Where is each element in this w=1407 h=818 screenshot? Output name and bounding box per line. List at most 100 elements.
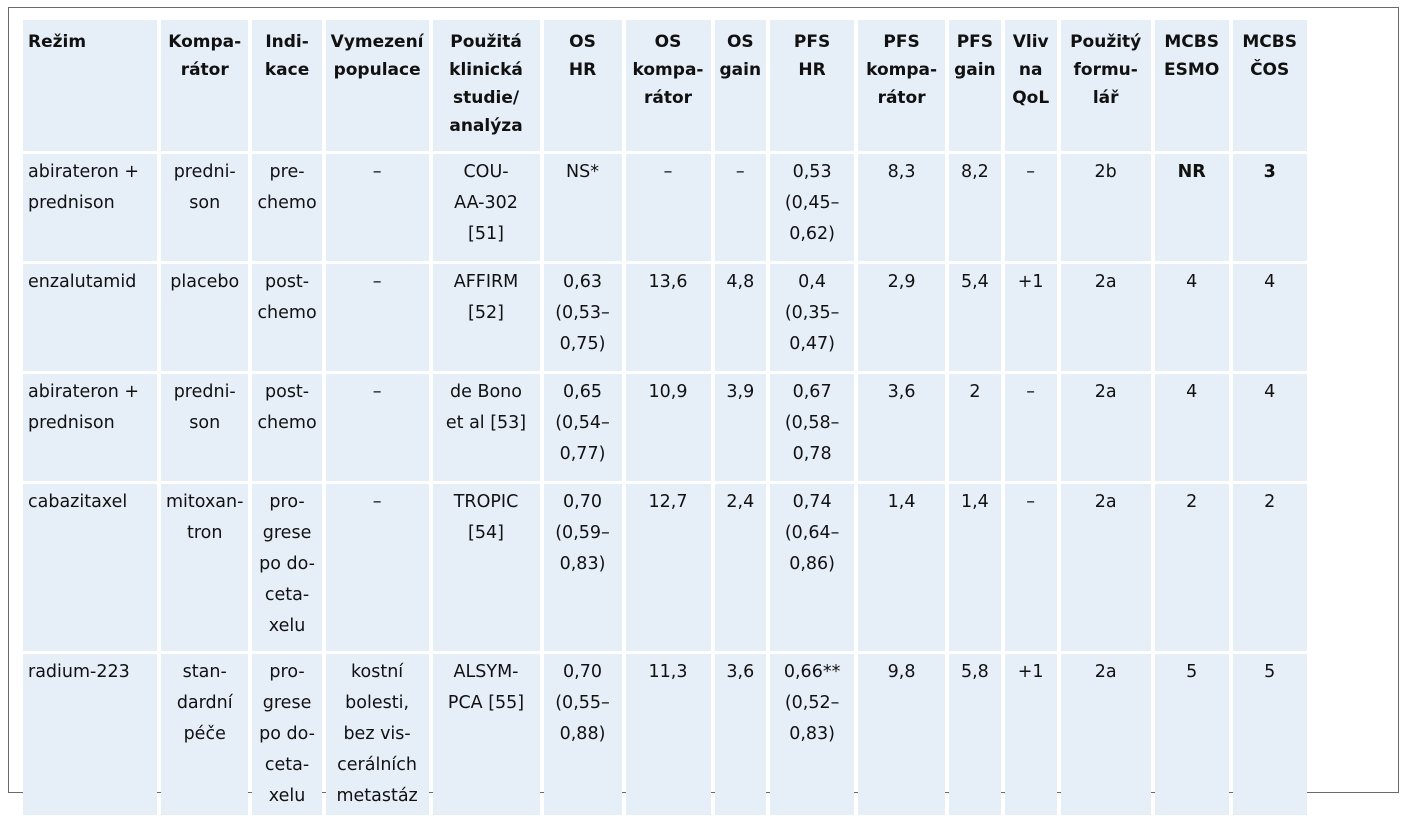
cell-line: –	[1026, 492, 1036, 512]
cell-line: –	[663, 162, 673, 182]
cell-line: xelu	[268, 616, 306, 636]
cell-line: –	[372, 492, 382, 512]
table-cell: 1,4	[858, 484, 946, 651]
cell-line: gain	[954, 60, 996, 80]
table-cell: post-chemo	[252, 374, 322, 481]
cell-line: –	[372, 272, 382, 292]
table-cell: 0,74 (0,64– 0,86)	[770, 484, 855, 651]
cell-line: 5	[1186, 662, 1198, 682]
cell-line: ESMO	[1164, 60, 1220, 80]
cell-line: PFS	[956, 32, 994, 52]
cell-line: MCBS	[1164, 32, 1219, 52]
cell-line: 3	[1263, 162, 1276, 182]
table-cell: 13,6	[625, 264, 711, 371]
table-cell: placebo	[161, 264, 249, 371]
cell-line: NR	[1177, 162, 1206, 182]
cell-line: (0,45–	[784, 193, 840, 213]
cell-line: bolesti,	[345, 693, 410, 713]
cell-line: OS	[569, 32, 596, 52]
cell-line: PCA [55]	[447, 693, 525, 713]
cell-line: TROPIC	[453, 492, 519, 512]
table-cell: 1,4	[949, 484, 1001, 651]
cell-line: 2	[1186, 492, 1198, 512]
table-cell: mitoxan-tron	[161, 484, 249, 651]
table-cell: predni-son	[161, 154, 249, 261]
cell-line: enzalutamid	[28, 272, 137, 292]
table-cell: 10,9	[625, 374, 711, 481]
cell-line: rátor	[643, 88, 693, 108]
table-cell: 0,70 (0,59– 0,83)	[543, 484, 622, 651]
cell-line: 8,3	[887, 162, 916, 182]
cell-line: +1	[1017, 662, 1044, 682]
column-header: Režim	[23, 20, 157, 151]
table-cell: cabazitaxel	[23, 484, 157, 651]
table-cell: 5,8	[949, 654, 1001, 815]
cell-line: formu-	[1073, 60, 1138, 80]
cell-line: 4	[1186, 382, 1198, 402]
cell-line: cerálních	[337, 755, 418, 775]
cell-line: Použitá	[450, 32, 522, 52]
cell-line: rátor	[877, 88, 926, 108]
table-cell: 4	[1232, 264, 1307, 371]
cell-line: chemo	[257, 303, 317, 323]
table-cell: 4	[1232, 374, 1307, 481]
table-cell: abirateron + prednison	[23, 374, 157, 481]
cell-line: 10,9	[648, 382, 688, 402]
table-cell: abirateron + prednison	[23, 154, 157, 261]
cell-line: +1	[1017, 272, 1044, 292]
table-cell: stan-dardní péče	[161, 654, 249, 815]
cell-line: 4	[1264, 272, 1276, 292]
cell-line: kostní	[351, 662, 404, 682]
table-cell: 9,8	[858, 654, 946, 815]
column-header: MCBS ESMO	[1154, 20, 1229, 151]
cell-line: 0,77)	[559, 444, 606, 464]
table-cell: 2,4	[714, 484, 767, 651]
table-cell: 3,6	[858, 374, 946, 481]
cell-line: 0,53	[792, 162, 832, 182]
cell-line: abirateron +	[28, 382, 140, 402]
cell-line: pro-	[269, 492, 305, 512]
cell-line: gain	[719, 60, 762, 80]
table-header: Režim Kompa-rátor Indi-kace Vymezení populac…	[23, 20, 1307, 151]
table-cell: enzalutamid	[23, 264, 157, 371]
table-row: cabazitaxel mitoxan-tron pro-grese po do-ce…	[23, 484, 1307, 651]
cell-line: (0,52–	[784, 693, 840, 713]
column-header: Použitý formu-lář	[1060, 20, 1151, 151]
cell-line: Vymezení	[330, 32, 424, 52]
table-cell: 3,6	[714, 654, 767, 815]
table-cell: 2	[949, 374, 1001, 481]
cell-line: xelu	[268, 786, 306, 806]
table-cell: pro-grese po do-ceta-xelu	[252, 484, 322, 651]
cell-line: kace	[264, 60, 310, 80]
table-cell: 3,9	[714, 374, 767, 481]
cell-line: pre-	[269, 162, 305, 182]
cell-line: 0,63	[563, 272, 602, 292]
column-header: Vymezení populace	[325, 20, 429, 151]
table-cell: –	[325, 374, 429, 481]
table-cell: 0,66** (0,52– 0,83)	[770, 654, 855, 815]
table-cell: 2a	[1060, 484, 1151, 651]
cell-line: 2	[969, 382, 981, 402]
cell-line: PFS	[883, 32, 920, 52]
cell-line: –	[1026, 382, 1036, 402]
table-row: abirateron + prednison predni-son post-chem…	[23, 374, 1307, 481]
cell-line: cabazitaxel	[28, 492, 128, 512]
cell-line: (0,58–	[784, 413, 840, 433]
column-header: Vliv na QoL	[1004, 20, 1057, 151]
cell-line: metastáz	[336, 786, 418, 806]
cell-line: tron	[186, 523, 223, 543]
cell-line: –	[735, 162, 745, 182]
table-cell: –	[1004, 154, 1057, 261]
cell-line: COU-	[463, 162, 509, 182]
cell-line: 2a	[1094, 272, 1117, 292]
table-row: radium-223 stan-dardní péče pro-grese po do-…	[23, 654, 1307, 815]
cell-line: ceta-	[264, 755, 310, 775]
table-cell: NS*	[543, 154, 622, 261]
cell-line: QoL	[1012, 88, 1050, 108]
cell-line: et al [53]	[445, 413, 527, 433]
cell-line: 3,6	[887, 382, 916, 402]
cell-line: pro-	[269, 662, 305, 682]
table-cell: 2	[1154, 484, 1229, 651]
table-cell: predni-son	[161, 374, 249, 481]
cell-line: 0,88)	[559, 724, 606, 744]
